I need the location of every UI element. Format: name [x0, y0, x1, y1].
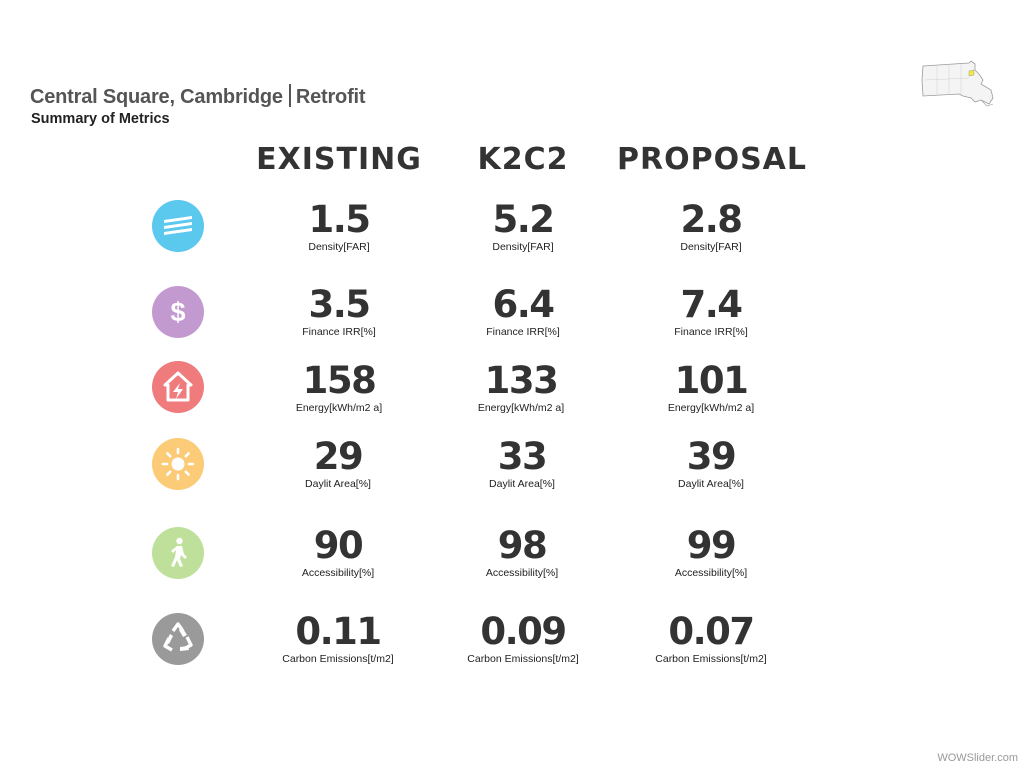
metric-value: 29 [313, 435, 364, 478]
metric-label: Daylit Area[%] [489, 478, 555, 490]
metric-value: 7.4 [680, 283, 743, 326]
metric-label: Density[FAR] [680, 241, 742, 253]
metric-value: 98 [497, 524, 548, 567]
location-name: Central Square, Cambridge [30, 86, 283, 108]
metric-daylight-proposal: 39 Daylit Area[%] [611, 437, 811, 491]
metric-value: 0.09 [480, 610, 567, 653]
column-header-k2c2: K2C2 [477, 142, 569, 177]
metric-finance-existing: 3.5 Finance IRR[%] [239, 285, 439, 339]
metric-label: Finance IRR[%] [486, 326, 560, 338]
svg-text:$: $ [170, 297, 185, 327]
metric-value: 99 [686, 524, 737, 567]
metric-label: Accessibility[%] [674, 567, 748, 579]
metric-value: 33 [497, 435, 548, 478]
metric-finance-k2c2: 6.4 Finance IRR[%] [423, 285, 623, 339]
metric-value: 6.4 [492, 283, 555, 326]
metric-daylight-existing: 29 Daylit Area[%] [238, 437, 438, 491]
metric-density-existing: 1.5 Density[FAR] [239, 200, 439, 254]
metric-value: 1.5 [308, 198, 371, 241]
metric-value: 158 [302, 359, 377, 402]
title-divider [288, 84, 291, 107]
metric-value: 0.11 [295, 610, 382, 653]
metric-density-proposal: 2.8 Density[FAR] [611, 200, 811, 254]
metric-label: Finance IRR[%] [674, 326, 748, 338]
metric-density-k2c2: 5.2 Density[FAR] [423, 200, 623, 254]
metric-value: 101 [674, 359, 749, 402]
metric-carbon-k2c2: 0.09 Carbon Emissions[t/m2] [423, 612, 623, 666]
watermark-link[interactable]: WOWSlider.com [937, 752, 1018, 764]
metric-energy-existing: 158 Energy[kWh/m2 a] [239, 361, 439, 415]
page-subtitle: Summary of Metrics [31, 111, 170, 127]
metric-label: Energy[kWh/m2 a] [667, 402, 755, 414]
metric-label: Accessibility[%] [301, 567, 375, 579]
metric-value: 0.07 [668, 610, 755, 653]
sun-icon [152, 438, 204, 490]
metric-carbon-existing: 0.11 Carbon Emissions[t/m2] [238, 612, 438, 666]
metric-label: Daylit Area[%] [305, 478, 371, 490]
metric-value: 90 [313, 524, 364, 567]
pedestrian-icon [152, 527, 204, 579]
metric-value: 3.5 [308, 283, 371, 326]
metric-carbon-proposal: 0.07 Carbon Emissions[t/m2] [611, 612, 811, 666]
metric-value: 133 [484, 359, 559, 402]
metric-value: 39 [686, 435, 737, 478]
metric-label: Finance IRR[%] [302, 326, 376, 338]
metric-accessibility-proposal: 99 Accessibility[%] [611, 526, 811, 580]
recycle-icon [152, 613, 204, 665]
metric-label: Energy[kWh/m2 a] [477, 402, 565, 414]
massachusetts-locator-map-icon [921, 60, 994, 107]
metric-label: Daylit Area[%] [678, 478, 744, 490]
metric-accessibility-k2c2: 98 Accessibility[%] [422, 526, 622, 580]
column-header-proposal: PROPOSAL [616, 142, 808, 177]
metric-label: Accessibility[%] [485, 567, 559, 579]
column-header-existing: EXISTING [256, 142, 422, 177]
metric-label: Carbon Emissions[t/m2] [655, 653, 767, 665]
metric-value: 5.2 [492, 198, 555, 241]
energy-house-icon [152, 361, 204, 413]
metric-label: Carbon Emissions[t/m2] [467, 653, 579, 665]
metric-finance-proposal: 7.4 Finance IRR[%] [611, 285, 811, 339]
scenario-name: Retrofit [295, 86, 366, 108]
metric-energy-proposal: 101 Energy[kWh/m2 a] [611, 361, 811, 415]
metric-label: Density[FAR] [492, 241, 554, 253]
page-title: Central Square, Cambridge Retrofit [30, 84, 366, 109]
dollar-icon: $ [152, 286, 204, 338]
layers-icon [152, 200, 204, 252]
metric-daylight-k2c2: 33 Daylit Area[%] [422, 437, 622, 491]
metric-label: Energy[kWh/m2 a] [295, 402, 383, 414]
metric-label: Density[FAR] [308, 241, 370, 253]
metric-value: 2.8 [680, 198, 743, 241]
metric-label: Carbon Emissions[t/m2] [282, 653, 394, 665]
metric-accessibility-existing: 90 Accessibility[%] [238, 526, 438, 580]
metric-energy-k2c2: 133 Energy[kWh/m2 a] [421, 361, 621, 415]
